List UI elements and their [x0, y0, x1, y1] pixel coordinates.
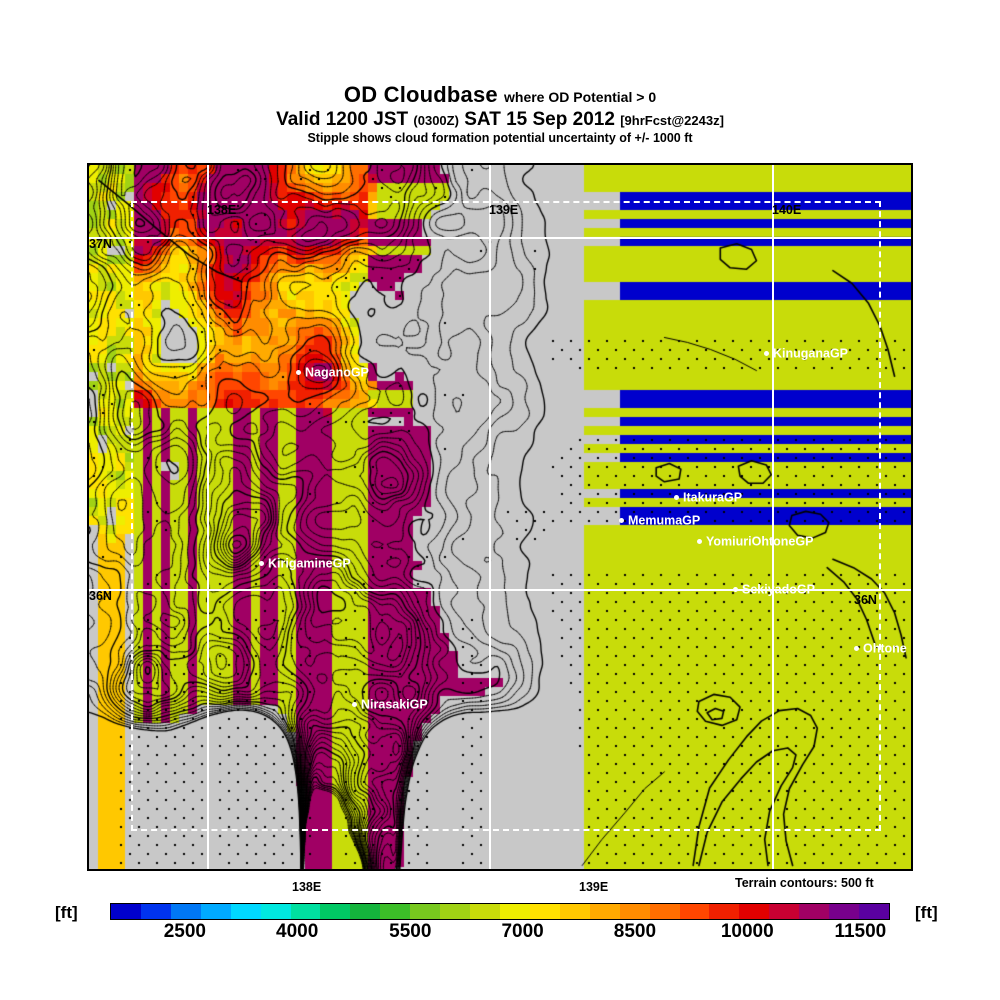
- colorbar-swatch-7: [320, 904, 351, 919]
- map-panel[interactable]: 37N36N36N138E139E140E37N36N NaganoGPKinu…: [87, 163, 913, 871]
- gridline-lat-37n: [89, 237, 911, 239]
- station-label: KinuganaGP: [773, 346, 849, 361]
- colorbar-unit-left: [ft]: [55, 903, 78, 922]
- colorbar[interactable]: [110, 903, 890, 920]
- colorbar-swatch-2: [170, 904, 201, 919]
- station-dot-icon: [764, 351, 769, 357]
- colorbar-swatch-21: [739, 904, 770, 919]
- station-dot-icon: [352, 702, 357, 708]
- colorbar-tick-10000: 10000: [720, 921, 774, 942]
- station-marker-kinuganagp[interactable]: KinuganaGP: [764, 347, 848, 360]
- station-label: NaganoGP: [305, 365, 369, 380]
- valid-time-utc: (0300Z): [413, 113, 459, 128]
- terrain-contour-note: Terrain contours: 500 ft: [735, 876, 874, 890]
- gridline-lon-140e: [772, 165, 774, 869]
- colorbar-tick-4000: 4000: [276, 921, 319, 942]
- gridline-lat-36n: [89, 589, 911, 591]
- colorbar-swatch-18: [649, 904, 680, 919]
- gridline-lon-138e: [207, 165, 209, 869]
- lon-label-140E: 140E: [772, 203, 802, 217]
- colorbar-swatch-25: [859, 904, 889, 919]
- colorbar-tick-labels: 2500 4000 5500 7000 8500 10000 11500: [110, 921, 890, 945]
- colorbar-swatch-9: [380, 904, 411, 919]
- station-marker-sekiyadogp[interactable]: SekiyadoGP: [733, 583, 815, 596]
- colorbar-swatch-19: [679, 904, 710, 919]
- station-marker-yomiuriohtonegp[interactable]: YomiuriOhtoneGP: [697, 535, 813, 548]
- colorbar-tick-7000: 7000: [501, 921, 544, 942]
- colorbar-swatch-15: [559, 904, 590, 919]
- colorbar-swatch-13: [499, 904, 530, 919]
- page-title: OD Cloudbase: [343, 82, 498, 107]
- station-marker-nirasakigp[interactable]: NirasakiGP: [352, 698, 428, 711]
- lon-label-138E: 138E: [207, 203, 237, 217]
- station-dot-icon: [619, 518, 624, 524]
- lon-label-bottom-139E: 139E: [579, 880, 609, 894]
- station-dot-icon: [733, 587, 738, 593]
- colorbar-swatch-23: [799, 904, 830, 919]
- valid-date: SAT 15 Sep 2012: [464, 109, 615, 130]
- station-marker-kirigaminegp[interactable]: KirigamineGP: [259, 557, 351, 570]
- lat-label-36N: 36N: [854, 593, 877, 607]
- station-marker-memumagp[interactable]: MemumaGP: [619, 514, 700, 527]
- forecast-stamp: [9hrFcst@2243z]: [620, 113, 724, 128]
- station-label: MemumaGP: [628, 513, 701, 528]
- colorbar-tick-2500: 2500: [163, 921, 207, 942]
- station-marker-fujigawagp[interactable]: FujigawaGP: [389, 867, 470, 869]
- valid-time: Valid 1200 JST: [276, 109, 409, 130]
- title-subtitle: Stipple shows cloud formation potential …: [307, 131, 693, 145]
- station-dot-icon: [296, 370, 301, 376]
- colorbar-swatch-5: [260, 904, 291, 919]
- colorbar-swatch-6: [290, 904, 321, 919]
- colorbar-swatch-3: [200, 904, 231, 919]
- station-label: YomiuriOhtoneGP: [706, 534, 814, 549]
- lon-label-139E: 139E: [489, 203, 519, 217]
- colorbar-swatch-17: [619, 904, 650, 919]
- colorbar-swatch-1: [140, 904, 171, 919]
- colorbar-swatch-8: [350, 904, 381, 919]
- colorbar-swatch-24: [829, 904, 860, 919]
- colorbar-swatch-20: [709, 904, 740, 919]
- station-marker-naganogp[interactable]: NaganoGP: [296, 366, 369, 379]
- station-label: FujigawaGP: [398, 867, 470, 869]
- colorbar-swatch-0: [111, 904, 141, 919]
- map-raster: [89, 165, 911, 869]
- colorbar-swatch-16: [589, 904, 620, 919]
- title-line-2: Valid 1200 JST (0300Z) SAT 15 Sep 2012 […: [0, 110, 1000, 129]
- station-dot-icon: [697, 539, 702, 545]
- title-line-1: OD Cloudbase where OD Potential > 0: [0, 84, 1000, 106]
- station-label: ItakuraGP: [683, 490, 743, 505]
- colorbar-tick-8500: 8500: [613, 921, 657, 942]
- station-label: NirasakiGP: [361, 697, 428, 712]
- station-marker-itakuragp[interactable]: ItakuraGP: [674, 491, 742, 504]
- station-marker-ohtone[interactable]: Ohtone: [854, 642, 907, 655]
- lon-label-bottom-138E: 138E: [292, 880, 322, 894]
- gridline-lon-139e: [489, 165, 491, 869]
- station-label: Ohtone: [863, 641, 907, 656]
- colorbar-tick-5500: 5500: [389, 921, 432, 942]
- station-dot-icon: [674, 495, 679, 501]
- station-label: KirigamineGP: [268, 556, 351, 571]
- colorbar-swatch-10: [410, 904, 441, 919]
- colorbar-swatch-12: [470, 904, 500, 919]
- lat-label-36N: 36N: [89, 589, 112, 603]
- colorbar-swatch-4: [230, 904, 261, 919]
- station-dot-icon: [259, 561, 264, 567]
- title-condition: where OD Potential > 0: [504, 89, 657, 105]
- station-dot-icon: [854, 646, 859, 652]
- colorbar-swatch-22: [769, 904, 800, 919]
- colorbar-swatch-14: [529, 904, 560, 919]
- colorbar-swatch-11: [440, 904, 471, 919]
- colorbar-unit-right: [ft]: [915, 903, 938, 922]
- station-label: SekiyadoGP: [742, 582, 815, 597]
- title-block: OD Cloudbase where OD Potential > 0 Vali…: [0, 84, 1000, 145]
- colorbar-tick-11500: 11500: [834, 921, 887, 942]
- lat-label-37N: 37N: [89, 237, 112, 251]
